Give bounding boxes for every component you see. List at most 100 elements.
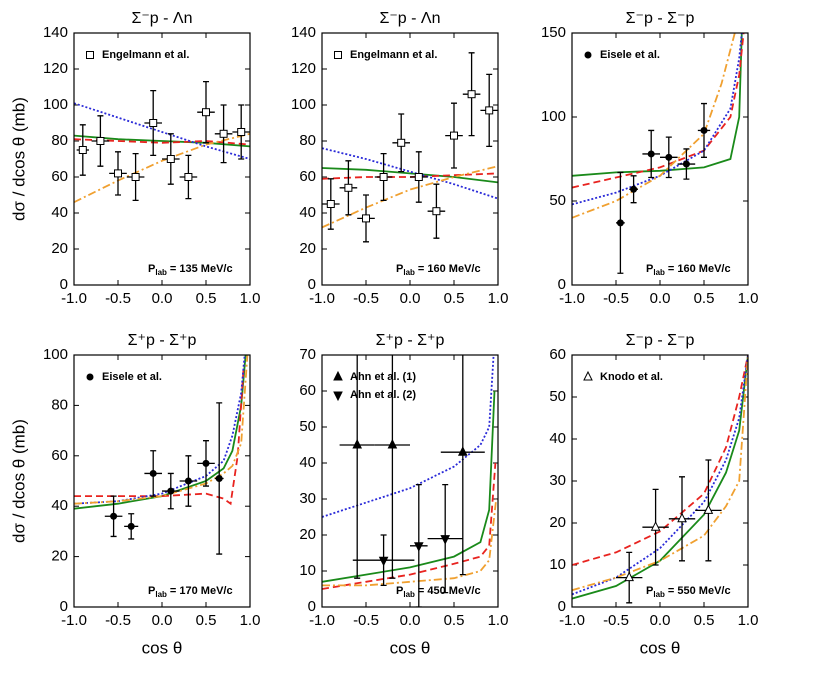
data-point [149,119,158,127]
x-axis-label: cos θ [390,638,431,657]
y-tick-label: 20 [549,514,566,531]
plot-frame [321,32,499,286]
data-point [110,512,118,520]
x-tick-label: 0.5 [196,612,217,629]
x-tick-label: 0.5 [694,290,715,307]
legend-marker [584,51,592,59]
data-point [703,504,714,514]
x-tick-label: -0.5 [603,612,629,629]
data-point [665,153,673,161]
data-point [184,477,192,485]
data-point [677,512,687,523]
annotation-rest: = 135 MeV/c [170,263,233,275]
data-point [432,207,441,216]
legend-label: Eisele et al. [102,371,162,383]
annotation: Plab = 160 MeV/c [396,263,481,277]
annotation-main: P [148,263,155,275]
x-axis-label: cos θ [142,638,183,657]
data-point [647,150,655,158]
y-tick-label: 10 [549,556,566,573]
data-point [184,173,193,181]
panel: Σ⁺p - Σ⁺p 0 10 20 30 40 50 60 70 -1.0 -0.5 0.0 0.5 1.… [299,332,508,657]
y-tick-label: 30 [549,472,566,489]
data-point [96,137,105,145]
data-point [616,219,624,227]
data-points [339,355,485,607]
data-point [440,535,451,545]
data-point [237,128,246,136]
annotation-sub: lab [403,590,415,599]
data-points [76,80,250,202]
annotation: Plab = 450 MeV/c [396,585,481,599]
panel: Σ⁻p - Σ⁻p 0 10 20 30 40 50 60 -1.0 -0.5 0.0 0.5 1.0 c… [549,332,758,657]
x-tick-label: -0.5 [353,612,379,629]
annotation-main: P [646,263,653,275]
x-tick-label: 1.0 [488,290,509,307]
panel-title: Σ⁻p - Σ⁻p [626,332,695,349]
x-tick-label: 1.0 [240,290,261,307]
y-axis-label: dσ / dcos θ (mb) [9,419,28,543]
panel-title: Σ⁺p - Σ⁺p [376,332,445,349]
y-tick-label: 0 [308,598,316,615]
data-point [202,459,210,467]
data-point [414,173,423,181]
annotation-sub: lab [155,590,167,599]
y-tick-label: 20 [51,240,68,257]
y-tick-label: 30 [299,490,316,507]
theory-curve [322,147,498,200]
plot-frame [73,32,251,286]
data-point [114,169,122,178]
legend-marker [86,51,94,59]
x-tick-label: 0.0 [650,612,671,629]
theory-curve [322,390,496,583]
theory-curve [322,355,495,518]
theory-curve [572,355,748,596]
y-tick-label: 40 [549,430,566,447]
legend-label: Ahn et al. (1) [350,371,416,383]
data-points [616,459,722,604]
y-tick-label: 80 [299,132,316,149]
y-tick-label: 100 [43,96,68,113]
y-tick-label: 50 [549,192,566,209]
y-tick-label: 0 [558,276,566,293]
curves [322,355,498,590]
y-tick-label: 60 [549,346,566,363]
panel: Σ⁺p - Σ⁺p 0 20 40 60 80 100 -1.0 -0.5 0.0 0.5 1.0 dσ… [9,332,260,657]
y-tick-label: 40 [299,204,316,221]
x-tick-label: 1.0 [738,290,759,307]
y-tick-label: 80 [51,132,68,149]
annotation-rest: = 450 MeV/c [418,585,481,597]
data-point [397,138,406,147]
y-tick-label: 140 [43,24,68,41]
data-point [215,474,223,482]
y-axis-label: dσ / dcos θ (mb) [9,97,28,221]
data-point [650,521,661,531]
x-tick-label: -0.5 [353,290,379,307]
data-point [378,556,389,567]
legend-label: Ahn et al. (2) [350,389,416,401]
theory-curve [322,498,498,587]
x-tick-label: 0.0 [650,290,671,307]
theory-curve [572,33,736,219]
x-tick-label: 0.0 [400,612,421,629]
data-point [700,126,708,134]
data-point [149,469,157,477]
x-tick-label: -1.0 [309,612,335,629]
legend-marker [334,51,342,59]
annotation-main: P [646,585,653,597]
annotation: Plab = 160 MeV/c [646,263,731,277]
x-tick-label: -0.5 [603,290,629,307]
theory-curve [74,132,250,204]
data-point [457,446,468,456]
y-tick-label: 40 [299,454,316,471]
x-tick-label: 0.0 [400,290,421,307]
data-point [131,173,140,181]
data-points [322,52,498,243]
theory-curve [572,33,743,177]
data-point [450,131,458,140]
x-tick-label: -1.0 [309,290,335,307]
annotation-sub: lab [653,590,665,599]
plot-frame [321,354,499,608]
y-tick-label: 20 [51,548,68,565]
